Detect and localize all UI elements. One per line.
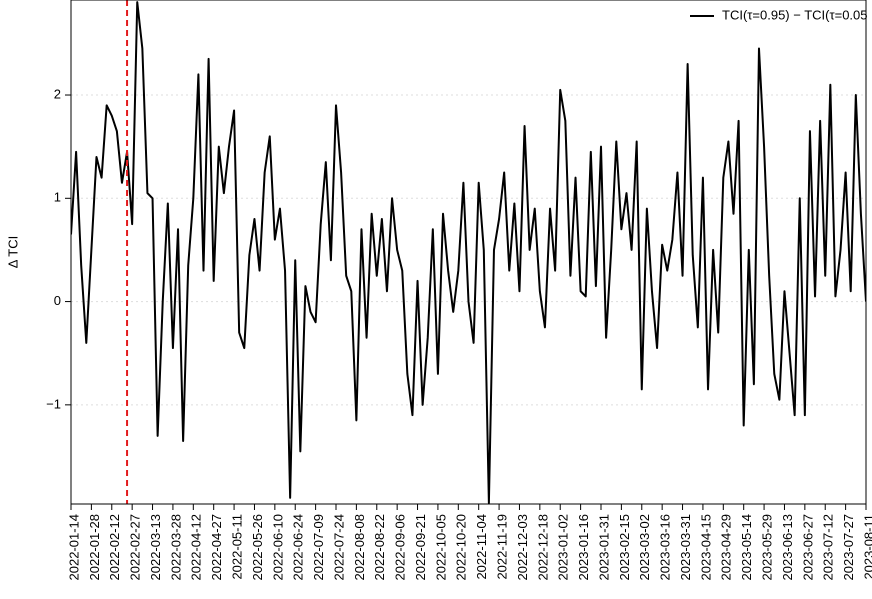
x-tick-label: 2022-03-28 [168, 514, 183, 581]
x-tick-label: 2022-05-26 [250, 514, 265, 581]
x-tick-label: 2023-03-02 [637, 514, 652, 581]
x-tick-label: 2022-08-08 [352, 514, 367, 581]
plot-frame [70, 0, 867, 505]
x-tick-label: 2022-01-14 [66, 514, 81, 581]
x-tick-label: 2023-07-27 [841, 514, 856, 581]
x-tick-label: 2023-01-02 [556, 514, 571, 581]
y-tick-label: 0 [54, 293, 61, 308]
x-tick-label: 2023-05-14 [739, 514, 754, 581]
x-tick-label: 2022-06-10 [270, 514, 285, 581]
x-tick-label: 2022-08-22 [372, 514, 387, 581]
x-tick-label: 2022-10-20 [454, 514, 469, 581]
x-tick-label: 2022-01-28 [87, 514, 102, 581]
x-tick-label: 2023-01-16 [576, 514, 591, 581]
x-tick-label: 2022-03-13 [148, 514, 163, 581]
x-tick-label: 2023-01-31 [596, 514, 611, 581]
x-tick-label: 2023-06-13 [780, 514, 795, 581]
x-tick-label: 2022-06-24 [291, 514, 306, 581]
x-tick-label: 2022-09-06 [393, 514, 408, 581]
x-tick-label: 2022-11-04 [474, 514, 489, 580]
x-tick-label: 2022-02-12 [107, 514, 122, 581]
y-axis-label: Δ TCI [5, 236, 20, 269]
line-series [71, 1, 866, 504]
x-tick-label: 2022-10-05 [433, 514, 448, 581]
x-tick-label: 2023-02-15 [617, 514, 632, 581]
x-tick-label: 2022-12-03 [515, 514, 530, 581]
legend-label: TCI(τ=0.95) − TCI(τ=0.05 [722, 7, 868, 22]
x-tick-label: 2022-09-21 [413, 514, 428, 581]
x-tick-label: 2022-04-12 [189, 514, 204, 581]
x-tick-label: 2022-11-19 [495, 514, 510, 580]
y-tick-label: 1 [54, 190, 61, 205]
x-tick-label: 2022-02-27 [128, 514, 143, 581]
y-tick-label: 2 [54, 86, 61, 101]
x-tick-label: 2022-05-11 [230, 514, 245, 580]
x-tick-label: 2023-04-29 [719, 514, 734, 581]
x-tick-label: 2022-07-24 [331, 514, 346, 581]
x-tick-label: 2022-12-18 [535, 514, 550, 581]
x-tick-label: 2022-04-27 [209, 514, 224, 581]
x-tick-label: 2023-06-27 [800, 514, 815, 581]
x-tick-label: 2022-07-09 [311, 514, 326, 581]
x-tick-label: 2023-05-29 [760, 514, 775, 581]
x-tick-label: 2023-08-11 [861, 514, 872, 580]
x-tick-label: 2023-07-12 [821, 514, 836, 581]
x-tick-label: 2023-03-31 [678, 514, 693, 581]
x-tick-label: 2023-03-16 [658, 514, 673, 581]
x-tick-label: 2023-04-15 [698, 514, 713, 581]
y-tick-label: −1 [46, 396, 61, 411]
